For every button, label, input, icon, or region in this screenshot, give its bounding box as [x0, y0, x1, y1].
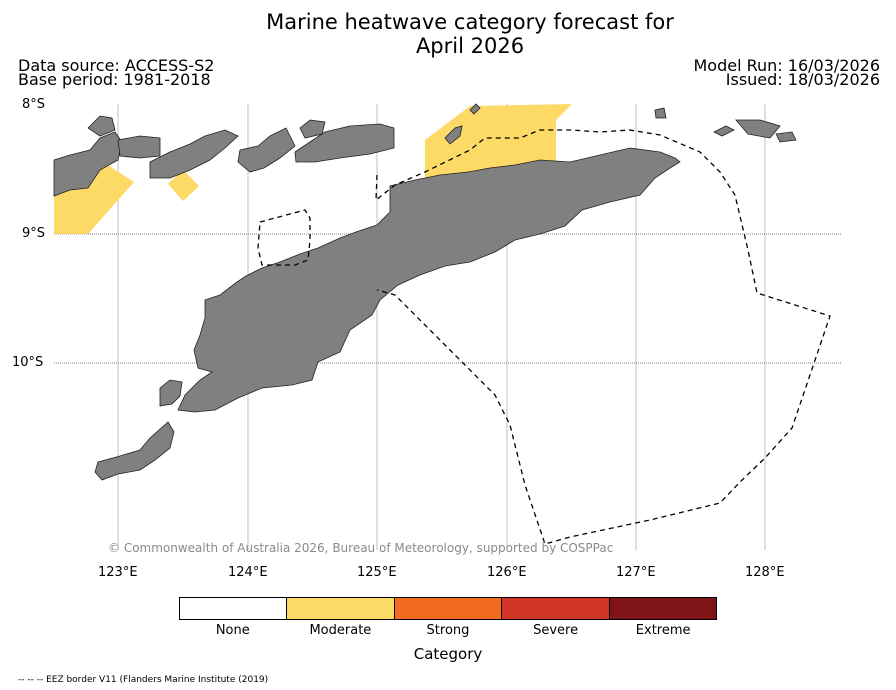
issued-date: Issued: 18/03/2026	[725, 70, 880, 89]
copyright-notice: © Commonwealth of Australia 2026, Bureau…	[108, 541, 614, 555]
model-run: Model Run: 16/03/2026	[693, 56, 881, 75]
data-source: Data source: ACCESS-S2	[18, 56, 215, 75]
land	[53, 103, 797, 481]
small-island-g	[444, 125, 463, 145]
small-island-h	[469, 103, 481, 115]
legend-swatch-severe	[502, 598, 610, 619]
title-line-1: Marine heatwave category forecast for	[266, 10, 674, 34]
lon-label-125e: 125°E	[357, 565, 397, 580]
eez-footnote: -- -- -- EEZ border V11 (Flanders Marine…	[18, 675, 269, 685]
small-island-e	[735, 119, 781, 139]
small-island-i	[159, 379, 183, 407]
lon-label-127e: 127°E	[616, 565, 656, 580]
legend-label-moderate: Moderate	[309, 623, 372, 638]
legend-swatch-extreme	[609, 598, 717, 619]
lon-label-128e: 128°E	[745, 565, 785, 580]
moderate-area-small	[168, 170, 199, 201]
small-island-f	[775, 131, 797, 143]
atauro-island	[237, 127, 296, 173]
wetar-island	[149, 129, 239, 179]
map-title: Marine heatwave category forecast for Ap…	[0, 10, 896, 58]
lon-label-124e: 124°E	[228, 565, 268, 580]
base-period: Base period: 1981-2018	[18, 70, 211, 89]
legend-swatch-none	[180, 598, 288, 619]
legend-colorbar	[179, 597, 717, 620]
eez-north-line	[375, 129, 831, 545]
small-island-b	[87, 115, 116, 137]
legend-labels: None Moderate Strong Severe Extreme	[179, 623, 717, 638]
eez-west-line	[257, 209, 311, 266]
timor-island	[177, 147, 681, 413]
title-line-2: April 2026	[415, 34, 525, 58]
legend-label-severe: Severe	[533, 623, 579, 638]
lon-label-126e: 126°E	[487, 565, 527, 580]
meta-left: Data source: ACCESS-S2 Base period: 1981…	[18, 56, 215, 89]
lon-label-123e: 123°E	[98, 565, 138, 580]
roti-island	[94, 421, 175, 481]
legend-label-extreme: Extreme	[635, 623, 691, 638]
small-island-c	[654, 107, 667, 119]
small-island-a	[299, 119, 326, 139]
eez-border	[257, 129, 831, 545]
legend-label-none: None	[215, 623, 250, 638]
kisar-island	[294, 123, 395, 163]
lat-label-10s: 10°S	[12, 355, 44, 370]
meta-right: Model Run: 16/03/2026 Issued: 18/03/2026	[693, 56, 881, 89]
legend-swatch-moderate	[287, 598, 395, 619]
legend-swatch-strong	[394, 598, 503, 619]
small-island-d	[713, 125, 735, 137]
legend-title: Category	[413, 645, 483, 663]
lat-label-9s: 9°S	[22, 226, 46, 241]
legend-label-strong: Strong	[426, 623, 470, 638]
pantar-island	[117, 135, 161, 159]
lat-label-8s: 8°S	[22, 97, 46, 112]
